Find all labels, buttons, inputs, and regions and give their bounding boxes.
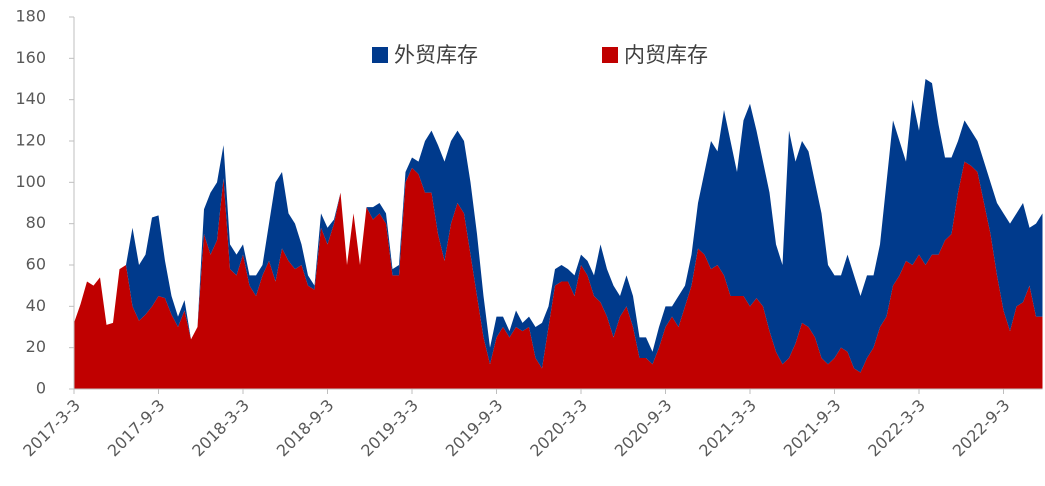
- area: [74, 161, 1043, 389]
- x-tick-label: 2022-3-3: [864, 396, 929, 461]
- x-tick-label: 2019-3-3: [357, 396, 422, 461]
- area: [74, 79, 1043, 373]
- x-tick-label: 2020-9-3: [611, 396, 676, 461]
- y-tick-label: 120: [15, 131, 46, 150]
- x-tick-label: 2018-3-3: [188, 396, 253, 461]
- y-tick-label: 140: [15, 89, 46, 108]
- y-tick-label: 20: [26, 337, 46, 356]
- legend-label: 内贸库存: [624, 43, 708, 67]
- x-tick-label: 2019-9-3: [442, 396, 507, 461]
- legend-swatch: [372, 47, 388, 63]
- x-tick-label: 2022-9-3: [949, 396, 1014, 461]
- x-tick-label: 2020-3-3: [526, 396, 591, 461]
- y-tick-label: 40: [26, 296, 46, 315]
- y-tick-label: 60: [26, 255, 46, 274]
- y-tick-label: 80: [26, 213, 46, 232]
- legend-swatch: [602, 47, 618, 63]
- legend-label: 外贸库存: [394, 43, 478, 67]
- y-tick-label: 100: [15, 172, 46, 191]
- x-tick-label: 2021-9-3: [780, 396, 845, 461]
- x-tick-label: 2021-3-3: [695, 396, 760, 461]
- y-tick-label: 160: [15, 48, 46, 67]
- y-tick-label: 0: [36, 379, 46, 398]
- x-tick-label: 2018-9-3: [273, 396, 338, 461]
- y-tick-label: 180: [15, 7, 46, 26]
- x-tick-label: 2017-9-3: [104, 396, 169, 461]
- x-tick-label: 2017-3-3: [19, 396, 84, 461]
